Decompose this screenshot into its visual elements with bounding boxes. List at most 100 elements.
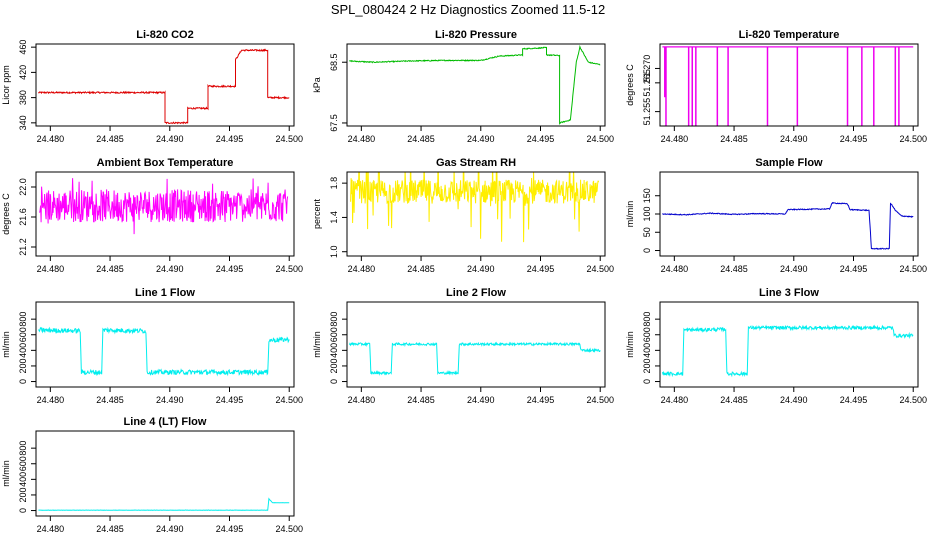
data-line	[349, 44, 601, 126]
x-tick-label: 24.500	[899, 395, 927, 405]
y-tick-label: 0	[18, 379, 28, 384]
y-axis-label: ml/min	[625, 331, 635, 358]
plot-frame	[35, 43, 295, 127]
panel-line3: Line 3 Flow ml/min 24.480 24.485 24.490 24.49…	[625, 287, 927, 405]
y-tick-label: 600	[642, 327, 652, 342]
x-tick-label: 24.480	[661, 264, 689, 274]
x-tick-label: 24.500	[899, 134, 927, 144]
x-tick-label: 24.490	[467, 264, 495, 274]
x-tick-label: 24.495	[840, 395, 868, 405]
plot-data	[38, 48, 290, 125]
panel-co2: Li-820 CO2 Licor ppm 24.480 24.485 24.490 24.…	[1, 29, 303, 144]
x-tick-label: 24.485	[407, 134, 435, 144]
y-tick-label: 50	[642, 227, 652, 237]
x-tick-label: 24.485	[96, 524, 124, 534]
data-line	[39, 178, 289, 235]
plot-frame	[346, 171, 606, 257]
x-tick-label: 24.485	[720, 264, 748, 274]
x-tick-label: 24.490	[156, 134, 184, 144]
data-line	[38, 48, 290, 125]
x-tick-label: 24.480	[661, 134, 689, 144]
data-line	[38, 326, 290, 377]
x-tick-label: 24.485	[96, 264, 124, 274]
x-tick-label: 24.480	[348, 134, 376, 144]
y-tick-label: 200	[18, 358, 28, 373]
y-tick-label: 67.5	[329, 114, 339, 132]
y-axis-label: ml/min	[312, 331, 322, 358]
y-tick-label: 150	[642, 188, 652, 203]
y-axis-label: ml/min	[1, 460, 11, 487]
x-tick-label: 24.480	[37, 134, 65, 144]
y-tick-label: 68.5	[329, 53, 339, 71]
plot-data	[662, 201, 914, 250]
x-tick-label: 24.490	[156, 395, 184, 405]
panel-title: Sample Flow	[755, 157, 823, 169]
x-tick-label: 24.495	[216, 395, 244, 405]
panel-title: Li-820 Pressure	[435, 29, 517, 41]
y-tick-label: 460	[18, 40, 28, 55]
y-tick-label: 200	[329, 358, 339, 373]
panel-line4: Line 4 (LT) Flow ml/min 24.480 24.485 24.490…	[1, 416, 303, 534]
y-tick-label: 0	[18, 508, 28, 513]
x-tick-label: 24.500	[275, 264, 303, 274]
plot-data	[661, 324, 914, 378]
plot-data	[38, 497, 290, 511]
panel-title: Line 4 (LT) Flow	[124, 416, 207, 428]
panel-title: Line 2 Flow	[446, 287, 506, 299]
y-axis-label: kPa	[312, 77, 322, 93]
x-tick-label: 24.500	[275, 395, 303, 405]
x-tick-label: 24.495	[840, 264, 868, 274]
y-tick-label: 380	[18, 90, 28, 105]
x-tick-label: 24.485	[407, 264, 435, 274]
data-line	[38, 497, 290, 511]
x-tick-label: 24.490	[780, 264, 808, 274]
x-tick-label: 24.495	[216, 134, 244, 144]
x-tick-label: 24.495	[216, 524, 244, 534]
panel-line1: Line 1 Flow ml/min 24.480 24.485 24.490 24.49…	[1, 287, 303, 405]
y-tick-label: 400	[329, 343, 339, 358]
x-tick-label: 24.495	[527, 395, 555, 405]
plot-frame	[659, 301, 919, 388]
x-tick-label: 24.490	[156, 264, 184, 274]
y-tick-label: 21.2	[18, 238, 28, 256]
plot-frame	[35, 430, 295, 517]
x-tick-label: 24.490	[780, 395, 808, 405]
plot-frame	[35, 301, 295, 388]
panel-title: Line 3 Flow	[759, 287, 819, 299]
y-axis-label: percent	[312, 198, 322, 229]
y-tick-label: 200	[18, 487, 28, 502]
panel-line2: Line 2 Flow ml/min 24.480 24.485 24.490 24.49…	[312, 287, 614, 405]
plot-data	[662, 46, 914, 126]
y-tick-label: 340	[18, 115, 28, 130]
x-tick-label: 24.480	[37, 264, 65, 274]
y-tick-label: 0	[642, 379, 652, 384]
data-line	[661, 324, 914, 378]
y-axis-label: ml/min	[1, 331, 11, 358]
x-tick-label: 24.480	[37, 395, 65, 405]
x-tick-label: 24.485	[720, 395, 748, 405]
y-tick-label: 21.6	[18, 208, 28, 226]
panel-title: Li-820 Temperature	[739, 29, 840, 41]
x-tick-label: 24.480	[37, 524, 65, 534]
y-tick-label: 420	[18, 65, 28, 80]
y-tick-label: 600	[329, 327, 339, 342]
y-tick-label: 800	[329, 312, 339, 327]
panel-title: Gas Stream RH	[436, 157, 516, 169]
y-axis-label: degrees C	[625, 64, 635, 106]
x-tick-label: 24.495	[527, 134, 555, 144]
x-tick-label: 24.500	[586, 134, 614, 144]
x-tick-label: 24.490	[467, 134, 495, 144]
data-line	[662, 201, 914, 250]
panel-temperature: Li-820 Temperature degrees C 24.480 24.485 2…	[625, 29, 927, 144]
plot-frame	[346, 43, 606, 127]
panel-sample_flow: Sample Flow ml/min 24.480 24.485 24.490 24.49…	[625, 157, 927, 274]
panel-pressure: Li-820 Pressure kPa 24.480 24.485 24.490 24.4…	[312, 29, 614, 144]
x-tick-label: 24.500	[899, 264, 927, 274]
y-tick-label: 0	[329, 379, 339, 384]
y-tick-label: 800	[18, 312, 28, 327]
data-line	[348, 341, 601, 376]
y-tick-label: 51.265	[642, 69, 652, 97]
y-axis-label: degrees C	[1, 193, 11, 235]
y-tick-label: 600	[18, 327, 28, 342]
